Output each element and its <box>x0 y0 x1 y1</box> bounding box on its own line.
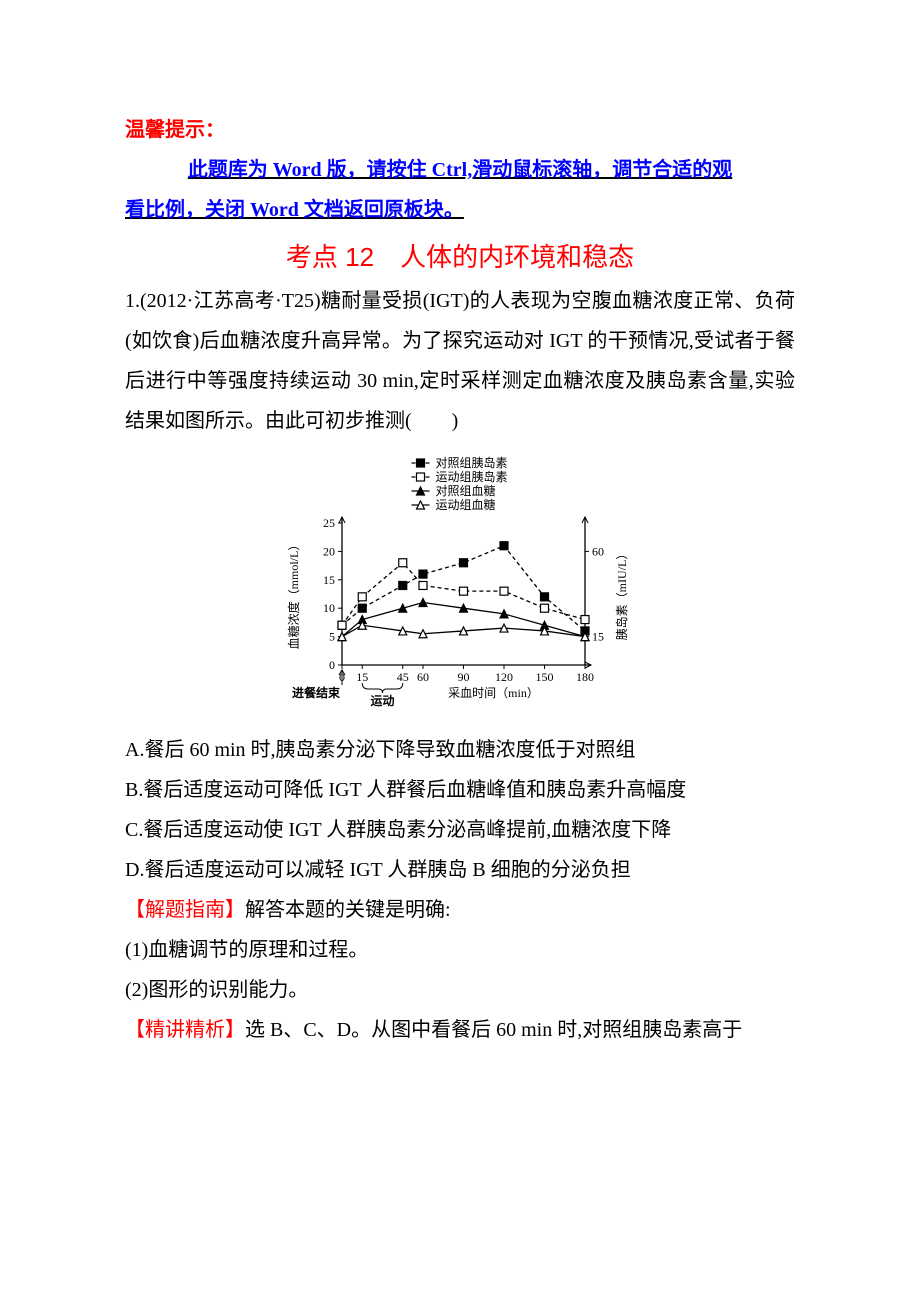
guide-label: 【解题指南】 <box>125 899 245 921</box>
guide-item-1: (1)血糖调节的原理和过程。 <box>125 930 795 970</box>
svg-text:60: 60 <box>417 670 429 684</box>
hint-title-text: 温馨提示： <box>125 119 225 141</box>
svg-text:15: 15 <box>356 670 368 684</box>
svg-text:15: 15 <box>592 629 604 643</box>
analysis-rest: 选 B、C、D。从图中看餐后 60 min 时,对照组胰岛素高于 <box>245 1019 742 1041</box>
option-b: B.餐后适度运动可降低 IGT 人群餐后血糖峰值和胰岛素升高幅度 <box>125 770 795 810</box>
svg-text:对照组胰岛素: 对照组胰岛素 <box>436 455 508 470</box>
svg-text:运动组胰岛素: 运动组胰岛素 <box>436 469 508 484</box>
option-c: C.餐后适度运动使 IGT 人群胰岛素分泌高峰提前,血糖浓度下降 <box>125 810 795 850</box>
option-a: A.餐后 60 min 时,胰岛素分泌下降导致血糖浓度低于对照组 <box>125 730 795 770</box>
svg-text:胰岛素（mIU/L）: 胰岛素（mIU/L） <box>614 547 629 640</box>
hint-title: 温馨提示： <box>125 110 795 150</box>
analysis-line: 【精讲精析】选 B、C、D。从图中看餐后 60 min 时,对照组胰岛素高于 <box>125 1010 795 1050</box>
svg-text:60: 60 <box>592 544 604 558</box>
question-paragraph: 1.(2012·江苏高考·T25)糖耐量受损(IGT)的人表现为空腹血糖浓度正常… <box>125 281 795 441</box>
svg-text:20: 20 <box>323 544 335 558</box>
svg-text:150: 150 <box>536 670 554 684</box>
chart-container: 0510152025血糖浓度（mmol/L）1560胰岛素（mIU/L）0154… <box>125 453 795 718</box>
analysis-inner: 精讲精析 <box>145 1019 225 1041</box>
guide-line: 【解题指南】解答本题的关键是明确: <box>125 890 795 930</box>
svg-text:25: 25 <box>323 516 335 530</box>
hint-line3b-text: 看比例，关闭 Word 文档返回原板块。 <box>125 199 464 221</box>
svg-text:15: 15 <box>323 573 335 587</box>
analysis-bracket-close: 】 <box>225 1019 245 1041</box>
svg-text:0: 0 <box>329 658 335 672</box>
guide-rest: 解答本题的关键是明确: <box>245 899 451 921</box>
hint-line3b: 看比例，关闭 Word 文档返回原板块。 <box>125 190 795 230</box>
svg-text:180: 180 <box>576 670 594 684</box>
svg-text:45: 45 <box>397 670 409 684</box>
guide-item-2: (2)图形的识别能力。 <box>125 970 795 1010</box>
svg-text:血糖浓度（mmol/L）: 血糖浓度（mmol/L） <box>286 538 301 649</box>
hint-line2-text: 此题库为 Word 版，请按住 Ctrl,滑动鼠标滚轴，调节合适的观 <box>188 159 732 181</box>
hint-line2: 此题库为 Word 版，请按住 Ctrl,滑动鼠标滚轴，调节合适的观 <box>125 150 795 190</box>
chart-svg: 0510152025血糖浓度（mmol/L）1560胰岛素（mIU/L）0154… <box>280 453 640 713</box>
svg-text:10: 10 <box>323 601 335 615</box>
svg-text:运动组血糖: 运动组血糖 <box>436 497 496 512</box>
svg-text:进餐结束: 进餐结束 <box>292 685 341 700</box>
option-d: D.餐后适度运动可以减轻 IGT 人群胰岛 B 细胞的分泌负担 <box>125 850 795 890</box>
svg-text:对照组血糖: 对照组血糖 <box>436 483 496 498</box>
svg-text:120: 120 <box>495 670 513 684</box>
section-title: 考点 12 人体的内环境和稳态 <box>125 234 795 281</box>
svg-text:采血时间（min）: 采血时间（min） <box>448 686 539 700</box>
analysis-bracket-open: 【 <box>125 1019 145 1041</box>
svg-text:运动: 运动 <box>370 694 394 708</box>
svg-text:5: 5 <box>329 629 335 643</box>
svg-text:90: 90 <box>458 670 470 684</box>
section-title-text: 考点 12 人体的内环境和稳态 <box>286 242 634 272</box>
